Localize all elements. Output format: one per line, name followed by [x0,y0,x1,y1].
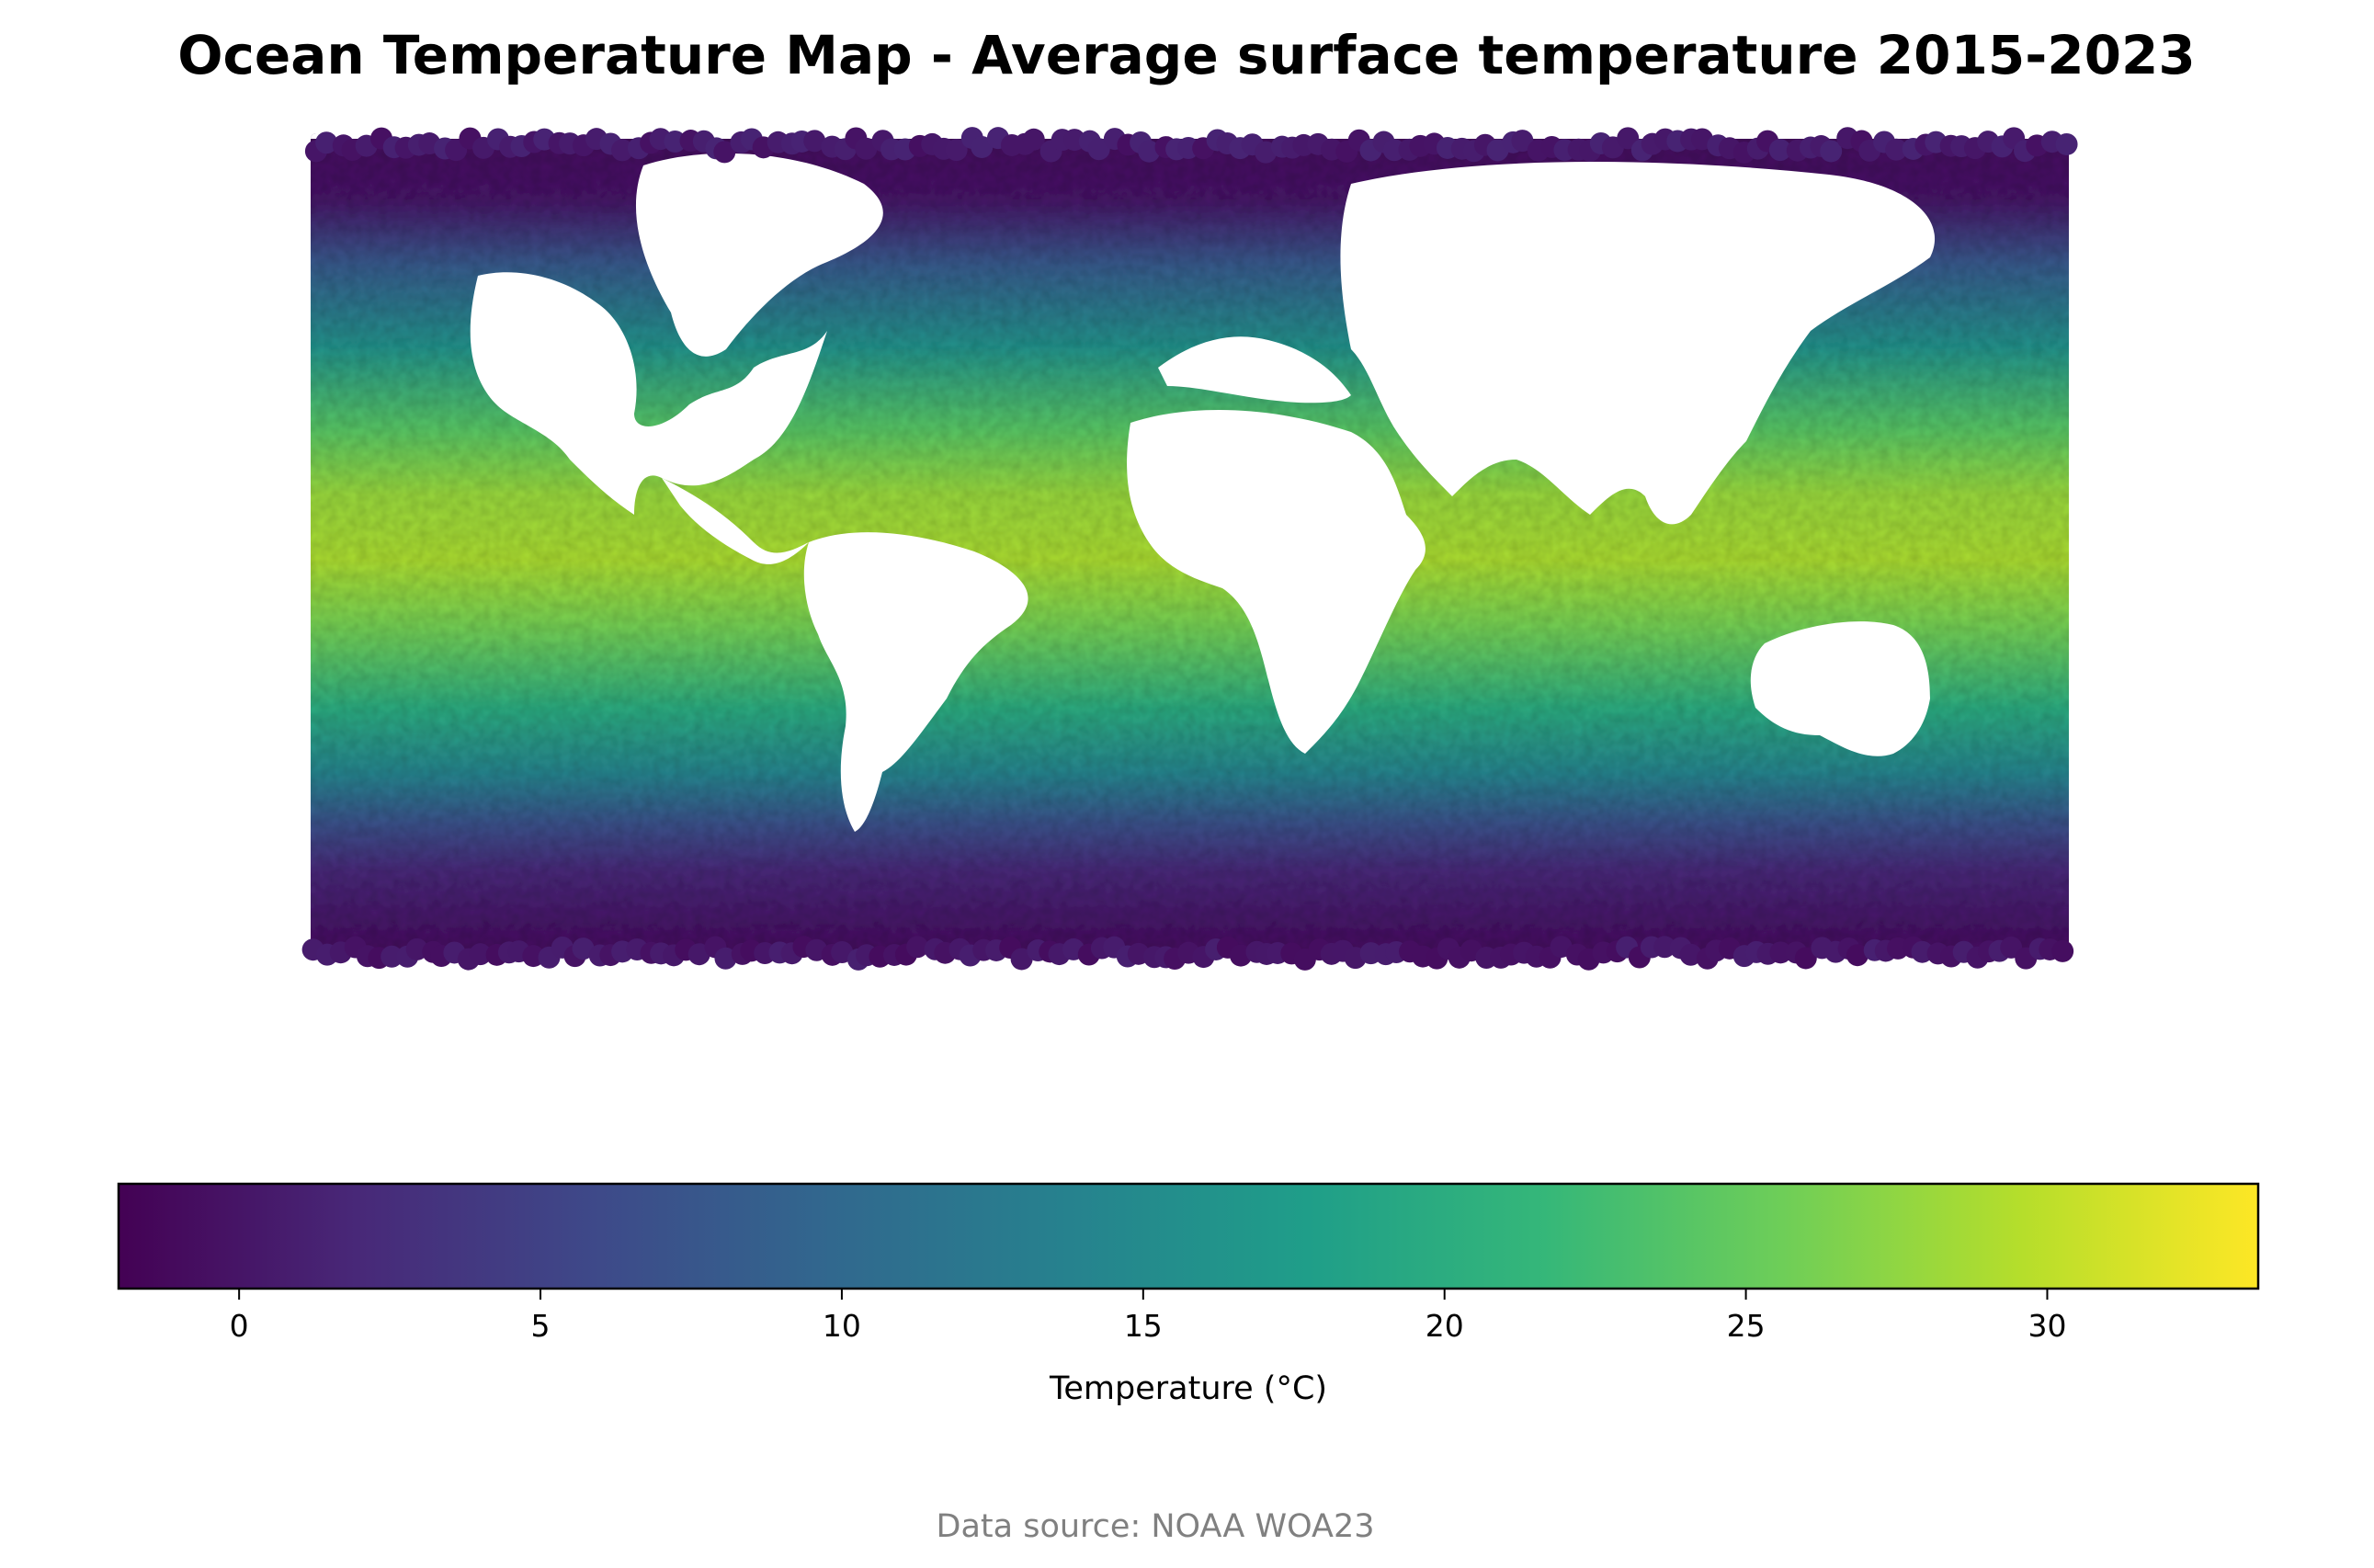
antarctic-edge-dot [381,945,403,968]
antarctic-edge-dot [1769,941,1792,964]
colorbar-gradient-bar [117,1182,2260,1290]
antarctic-edge-dot [1679,943,1702,966]
arctic-edge-dot [1885,138,1908,161]
data-source: Data source: NOAA WOA23 [937,1508,1375,1545]
continents [311,133,2069,832]
antarctic-edge-dot [906,936,929,959]
arctic-edge [301,127,2078,971]
landmass-asia [1340,162,1936,525]
arctic-edge-dot [1511,130,1534,153]
colorbar-tick-label: 30 [2028,1308,2066,1344]
arctic-edge-dot [611,139,634,162]
landmass-south-america [803,532,1028,832]
arctic-edge-dot [1022,128,1045,151]
antarctic-edge-dot [1794,947,1817,970]
arctic-edge-dot [713,141,736,164]
arctic-edge-dot [1138,140,1161,163]
arctic-edge-dot [855,137,878,160]
landmass-greenland [635,153,883,357]
arctic-edge-dot [971,135,994,158]
colorbar-tick-label: 15 [1124,1308,1163,1344]
arctic-edge-dot [945,139,968,162]
colorbar-tick-label: 0 [230,1308,249,1344]
antarctic-edge-dot [2051,939,2074,962]
arctic-edge-dot [1382,139,1405,162]
landmass-north-america [470,272,827,515]
map-area [311,133,2069,954]
arctic-edge-dot [2055,132,2078,155]
arctic-edge-dot [315,131,338,154]
antarctic-edge-dot [1846,944,1869,967]
colorbar-tick-label: 20 [1426,1308,1464,1344]
antarctic-edge-dot [1653,936,1676,959]
arctic-edge-dot [1768,139,1791,162]
antarctic-edge-dot [405,937,428,960]
arctic-edge-dot [803,130,826,153]
arctic-edge-dot [1820,140,1843,163]
antarctic-edge-dot [469,943,492,966]
antarctic-edge-dot [1010,948,1033,971]
landmass-africa [1127,410,1426,754]
colorbar-tick-label: 5 [531,1308,551,1344]
arctic-gap-1 [311,133,2069,139]
arctic-edge-dot [1087,138,1110,161]
antarctic-edge-dot [572,937,595,960]
colorbar-tick-label: 25 [1727,1308,1766,1344]
landmass-europe [1158,336,1351,403]
colorbar-label: Temperature (°C) [1049,1370,1327,1407]
colorbar-ticks: 0 5 10 15 20 25 30 [230,1289,2066,1344]
colorbar-tick-label: 10 [823,1308,861,1344]
colorbar: 0 5 10 15 20 25 30 Temperature (°C) [117,1182,2260,1407]
map-title: Ocean Temperature Map - Average surface … [177,24,2195,86]
landmass-central-america [662,478,809,564]
landmass-australia [1750,621,1930,756]
arctic-edge-dot [664,130,687,153]
antarctic-edge-dot [714,947,737,970]
